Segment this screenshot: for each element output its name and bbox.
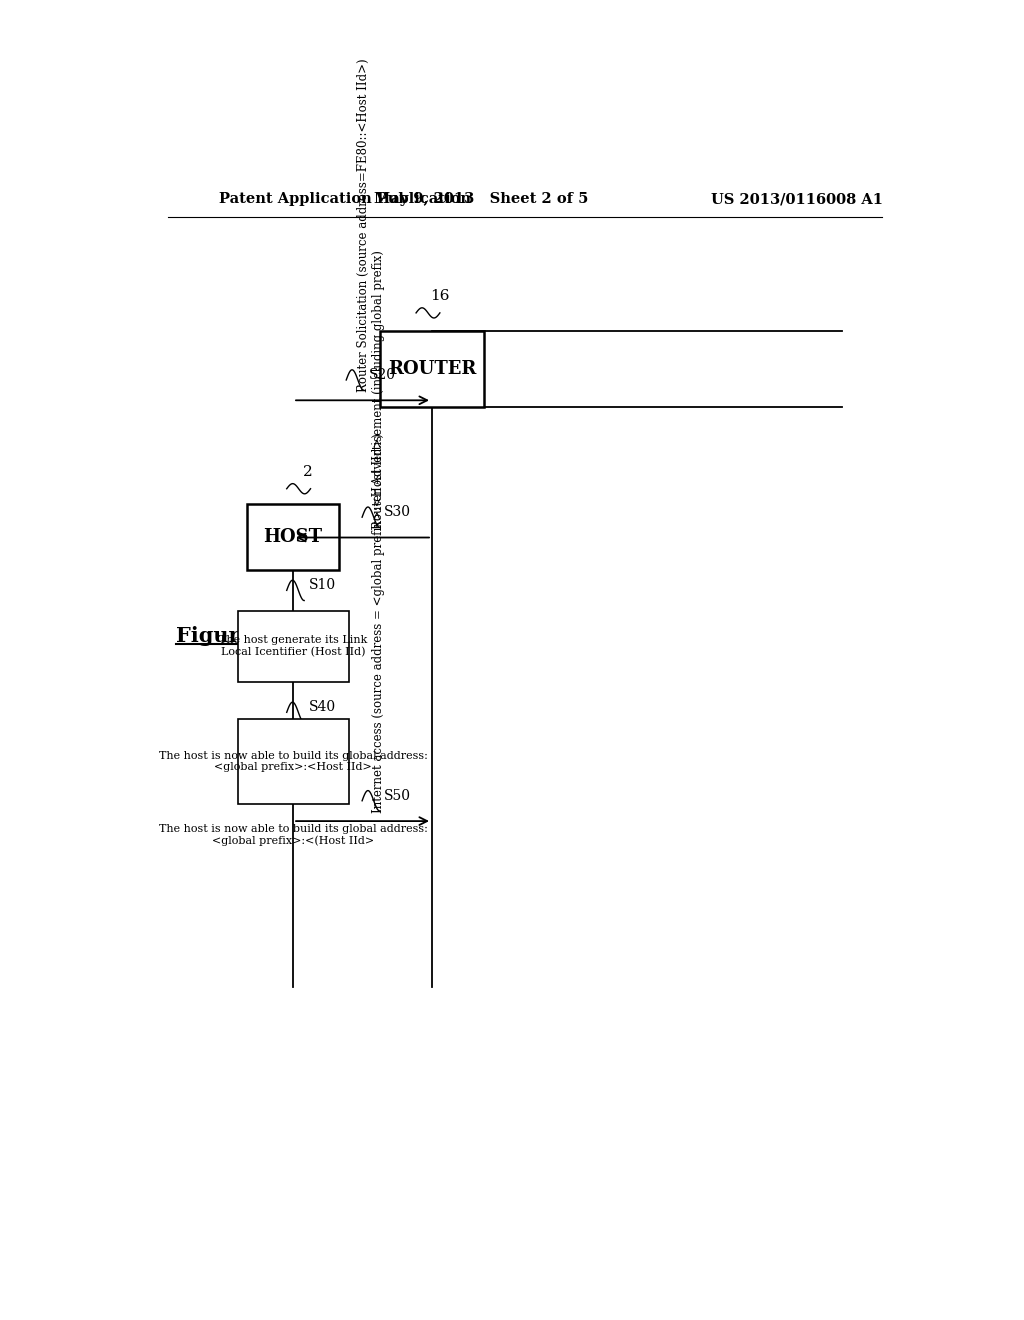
FancyBboxPatch shape [238, 719, 348, 804]
Text: HOST: HOST [263, 528, 323, 546]
Text: The host generate its Link
Local Icentifier (Host IId): The host generate its Link Local Icentif… [219, 635, 368, 657]
Text: 16: 16 [430, 289, 450, 302]
Text: The host is now able to build its global address:
<global prefix>:<Host IId>: The host is now able to build its global… [159, 751, 427, 772]
Text: US 2013/0116008 A1: US 2013/0116008 A1 [712, 191, 884, 206]
Text: The host is now able to build its global address:
<global prefix>:<(Host IId>: The host is now able to build its global… [159, 824, 427, 846]
FancyBboxPatch shape [380, 331, 483, 408]
FancyBboxPatch shape [238, 611, 348, 682]
Text: 2: 2 [303, 465, 312, 479]
Text: Patent Application Publication: Patent Application Publication [219, 191, 471, 206]
Text: Router Solicitation (source address=FE80::<Host IId>): Router Solicitation (source address=FE80… [356, 58, 370, 392]
Text: Internet access (source address = <global prefix>:<Host IId>): Internet access (source address = <globa… [373, 433, 385, 813]
Text: May 9, 2013   Sheet 2 of 5: May 9, 2013 Sheet 2 of 5 [374, 191, 589, 206]
Text: Figure 2: Figure 2 [176, 626, 274, 645]
Text: S30: S30 [384, 506, 412, 519]
Text: S40: S40 [309, 700, 336, 714]
Text: S20: S20 [369, 368, 395, 381]
FancyBboxPatch shape [248, 504, 339, 570]
Text: Router Advertisement (including global prefix): Router Advertisement (including global p… [373, 251, 385, 529]
Text: S50: S50 [384, 788, 412, 803]
Text: ROUTER: ROUTER [388, 360, 476, 379]
Text: S10: S10 [309, 578, 336, 593]
